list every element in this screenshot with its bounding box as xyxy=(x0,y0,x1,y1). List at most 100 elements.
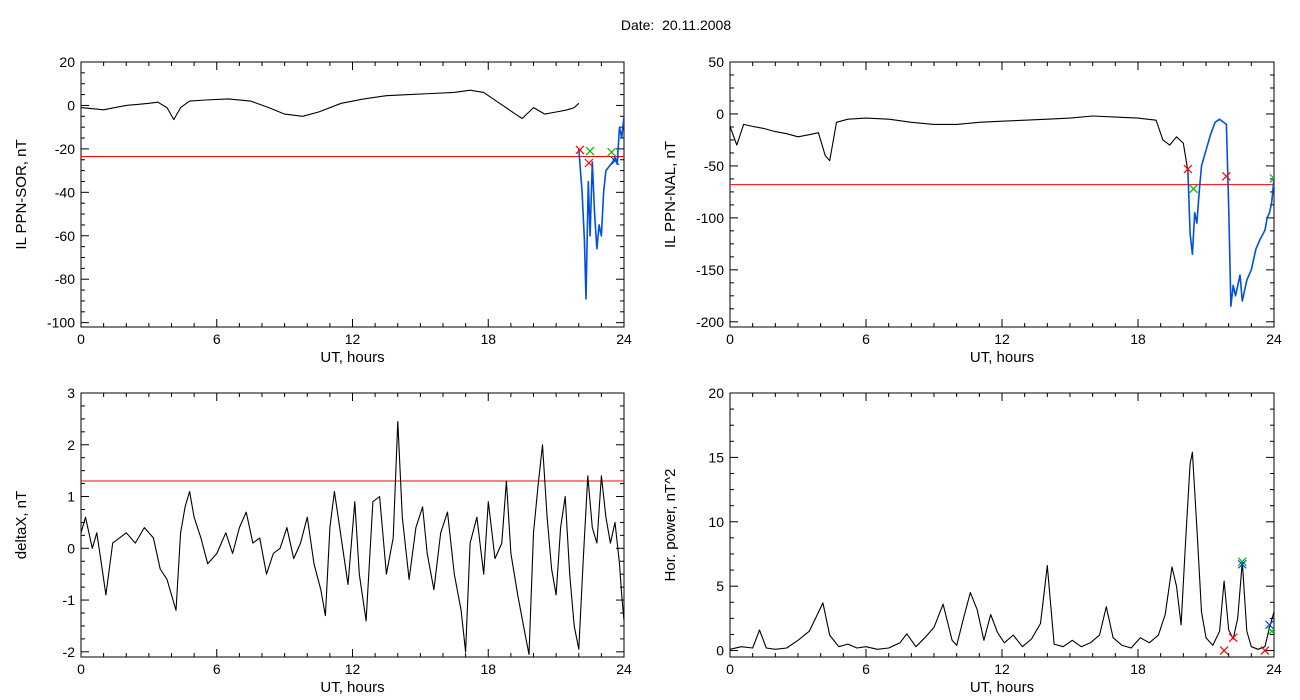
x-tick-label: 12 xyxy=(994,331,1010,347)
x-marker xyxy=(610,156,620,166)
y-tick-label: 0 xyxy=(67,97,75,113)
x-marker xyxy=(607,147,616,157)
x-marker xyxy=(1228,633,1238,643)
y-tick-label: 1 xyxy=(67,489,75,505)
x-marker-stroke xyxy=(575,145,585,155)
x-marker-stroke xyxy=(1228,633,1238,643)
plot-area xyxy=(730,115,1274,308)
series-line xyxy=(81,89,580,121)
x-marker-stroke xyxy=(1221,171,1231,181)
x-marker xyxy=(1237,559,1247,569)
x-tick-label: 12 xyxy=(345,661,361,677)
x-tick-label: 0 xyxy=(726,661,734,677)
x-marker xyxy=(1189,184,1198,194)
y-axis-label: IL PPN-SOR, nT xyxy=(13,139,30,249)
x-tick-label: 18 xyxy=(480,331,496,347)
x-marker-stroke xyxy=(1267,628,1274,636)
y-tick-label: -100 xyxy=(47,315,75,331)
x-marker xyxy=(1265,620,1274,630)
y-tick-label: 0 xyxy=(716,106,724,122)
y-tick-label: 5 xyxy=(716,578,724,594)
x-tick-label: 6 xyxy=(213,661,221,677)
x-marker xyxy=(584,158,594,168)
x-marker xyxy=(1269,173,1274,183)
x-marker xyxy=(1237,557,1247,567)
x-marker xyxy=(1260,646,1270,655)
x-tick-label: 12 xyxy=(345,331,361,347)
x-marker-stroke xyxy=(1189,184,1198,194)
x-tick-label: 18 xyxy=(480,661,496,677)
y-tick-label: -40 xyxy=(55,184,75,200)
plot-frame xyxy=(729,392,1275,658)
x-marker-stroke xyxy=(1269,173,1274,180)
y-tick-label: 10 xyxy=(708,514,724,530)
highlight-series-line xyxy=(578,116,624,300)
y-tick-label: -80 xyxy=(55,271,75,287)
x-tick-label: 6 xyxy=(213,331,221,347)
panel-ppn-nal: 0 6 12 18 24 -200 -150 -100 -50 0 50 UT, hours IL PP… xyxy=(662,54,1282,366)
x-marker-stroke xyxy=(1237,559,1247,569)
y-tick-label: -50 xyxy=(704,158,724,174)
series-line xyxy=(730,451,1274,650)
x-tick-label: 24 xyxy=(1266,331,1282,347)
y-tick-label: 20 xyxy=(59,54,75,70)
y-tick-label: 0 xyxy=(67,540,75,556)
y-tick-label: -150 xyxy=(696,262,724,278)
y-axis-label: deltaX, nT xyxy=(13,491,30,559)
x-tick-label: 12 xyxy=(994,661,1010,677)
x-tick-label: 18 xyxy=(1130,331,1146,347)
x-axis-label: UT, hours xyxy=(320,679,384,696)
x-marker-stroke xyxy=(1237,557,1247,567)
plot-area xyxy=(81,89,624,300)
x-marker-stroke xyxy=(584,158,594,168)
x-marker xyxy=(575,145,585,155)
y-tick-label: -20 xyxy=(55,141,75,157)
y-tick-label: -100 xyxy=(696,210,724,226)
y-tick-label: -60 xyxy=(55,228,75,244)
x-marker-stroke xyxy=(610,156,620,166)
x-marker-stroke xyxy=(1183,164,1193,174)
x-marker xyxy=(1221,171,1231,181)
x-marker xyxy=(1219,646,1229,655)
x-tick-label: 24 xyxy=(1266,661,1282,677)
series-line xyxy=(730,115,1189,172)
x-marker xyxy=(1267,626,1274,636)
x-axis-label: UT, hours xyxy=(970,349,1034,366)
x-tick-label: 6 xyxy=(862,661,870,677)
x-axis-label: UT, hours xyxy=(320,349,384,366)
panel-hor-power: 0 6 12 18 24 0 5 10 15 20 UT, hours Hor. power, nT^… xyxy=(662,385,1282,696)
y-tick-label: 50 xyxy=(708,54,724,70)
x-marker-stroke xyxy=(607,147,616,157)
highlight-series-line xyxy=(1187,118,1274,308)
x-marker-stroke xyxy=(1265,620,1274,630)
x-marker-stroke xyxy=(1219,646,1229,655)
plot-area xyxy=(81,420,624,655)
x-tick-label: 0 xyxy=(77,661,85,677)
y-tick-label: -2 xyxy=(63,644,76,660)
y-tick-label: 3 xyxy=(67,385,75,401)
y-tick-label: 20 xyxy=(708,385,724,401)
x-axis-label: UT, hours xyxy=(970,679,1034,696)
x-marker xyxy=(1183,164,1193,174)
page-title: Date: 20.11.2008 xyxy=(620,17,732,33)
y-tick-label: -1 xyxy=(63,592,76,608)
x-tick-label: 18 xyxy=(1130,661,1146,677)
panel-ppn-sor: 0 6 12 18 24 -100 -80 -60 -40 -20 0 20 UT, hours IL P… xyxy=(13,54,632,366)
series-line xyxy=(81,420,624,655)
x-tick-label: 6 xyxy=(862,331,870,347)
x-marker-stroke xyxy=(585,146,595,156)
x-tick-label: 24 xyxy=(616,331,632,347)
x-tick-label: 0 xyxy=(726,331,734,347)
y-tick-label: 2 xyxy=(67,437,75,453)
x-marker-stroke xyxy=(1260,646,1270,655)
y-tick-label: -200 xyxy=(696,314,724,330)
x-tick-label: 0 xyxy=(77,331,85,347)
y-axis-label: IL PPN-NAL, nT xyxy=(662,141,679,248)
plot-frame xyxy=(80,61,625,328)
plot-frame xyxy=(729,61,1275,328)
x-marker xyxy=(585,146,595,156)
x-marker-stroke xyxy=(1269,177,1274,183)
y-tick-label: 15 xyxy=(708,449,724,465)
